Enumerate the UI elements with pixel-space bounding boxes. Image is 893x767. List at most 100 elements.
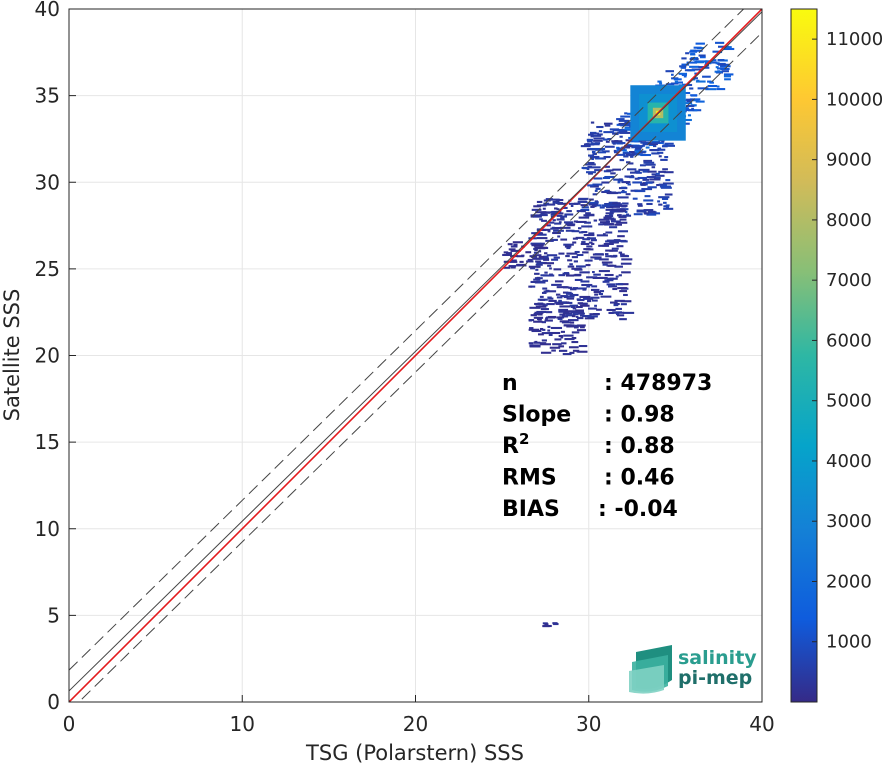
density-cell (617, 235, 625, 238)
density-cell (556, 208, 560, 211)
density-cell (619, 218, 627, 221)
density-cell (590, 296, 600, 299)
density-cell (556, 316, 564, 319)
density-cell (571, 331, 580, 334)
density-cell (579, 271, 590, 274)
density-cell (554, 338, 562, 341)
density-cell (603, 216, 612, 219)
density-cell (639, 164, 646, 167)
density-cell (547, 230, 551, 233)
density-cell (533, 341, 541, 344)
density-cell (538, 333, 544, 336)
density-cell (624, 175, 632, 178)
density-cell (610, 255, 617, 258)
density-cell (576, 265, 586, 268)
density-cell (620, 262, 632, 265)
density-cell (632, 197, 638, 200)
density-cell (598, 130, 603, 133)
density-cell (542, 287, 548, 290)
density-cell (593, 290, 602, 294)
density-cell (670, 82, 679, 85)
density-cell (588, 133, 594, 136)
density-cell (627, 183, 631, 186)
density-cell (607, 264, 617, 267)
density-cell (551, 349, 556, 352)
density-cell (575, 236, 585, 239)
density-cell (612, 208, 621, 211)
stat-value: : 0.46 (604, 466, 675, 491)
density-cell (532, 257, 540, 260)
density-cell (565, 255, 570, 258)
y-tick-label: 10 (35, 517, 60, 541)
density-cell (573, 202, 581, 205)
density-cell (508, 265, 517, 268)
density-cell (603, 138, 608, 141)
density-cell (662, 182, 674, 185)
density-cell (530, 280, 539, 284)
density-cell (625, 193, 631, 196)
density-cell (617, 209, 627, 213)
density-cell (715, 66, 719, 69)
density-cell (548, 299, 557, 302)
density-cell (510, 249, 521, 252)
density-cell (579, 326, 585, 329)
density-cell (549, 267, 552, 270)
density-cell (671, 73, 674, 76)
colorbar-tick-label: 11000 (826, 29, 883, 50)
density-cell (553, 268, 562, 271)
density-cell (604, 253, 609, 256)
density-cell (542, 274, 555, 277)
density-cell (565, 222, 573, 225)
density-cell (616, 245, 624, 248)
density-cell (566, 325, 576, 328)
density-cell (582, 302, 588, 305)
density-cell (595, 187, 601, 190)
density-cell (622, 202, 629, 205)
density-cell (656, 148, 666, 151)
density-cell (649, 212, 661, 215)
density-cell (572, 313, 579, 316)
density-cell (573, 274, 581, 277)
stat-value: : 0.98 (604, 403, 675, 428)
density-cell (708, 61, 718, 64)
density-cell (689, 65, 700, 68)
density-cell (604, 273, 609, 277)
density-cell (687, 114, 692, 117)
density-cell (609, 249, 618, 252)
density-cell (546, 211, 550, 214)
density-cell (599, 221, 610, 224)
density-cell (691, 68, 703, 71)
density-cell (624, 112, 628, 115)
density-cell (723, 47, 735, 51)
density-cell (608, 311, 614, 315)
density-cell (689, 87, 694, 90)
density-cell (578, 344, 588, 348)
density-cell (530, 214, 541, 217)
density-cell (583, 234, 595, 237)
y-axis-label: Satellite SSS (0, 289, 24, 422)
density-cell (681, 118, 692, 122)
density-cell (658, 203, 663, 206)
density-cell (543, 624, 552, 628)
density-cell (690, 49, 697, 52)
density-cell (622, 152, 631, 155)
density-cell (602, 233, 606, 236)
density-cell (558, 252, 565, 255)
y-tick-label: 25 (35, 257, 60, 281)
density-cell (568, 202, 579, 205)
density-cell (603, 155, 611, 159)
density-cell (542, 328, 546, 331)
density-cell (549, 198, 560, 201)
density-cell (555, 302, 564, 305)
density-cell (531, 208, 542, 211)
density-cell (619, 159, 625, 162)
density-cell (569, 304, 578, 307)
density-cell (686, 83, 693, 87)
y-tick-label: 40 (35, 0, 60, 21)
density-cell (623, 293, 628, 297)
density-cell (565, 229, 575, 232)
density-cell (572, 306, 576, 309)
density-cell (693, 77, 698, 80)
density-cell (681, 73, 687, 77)
density-cell (609, 241, 619, 244)
